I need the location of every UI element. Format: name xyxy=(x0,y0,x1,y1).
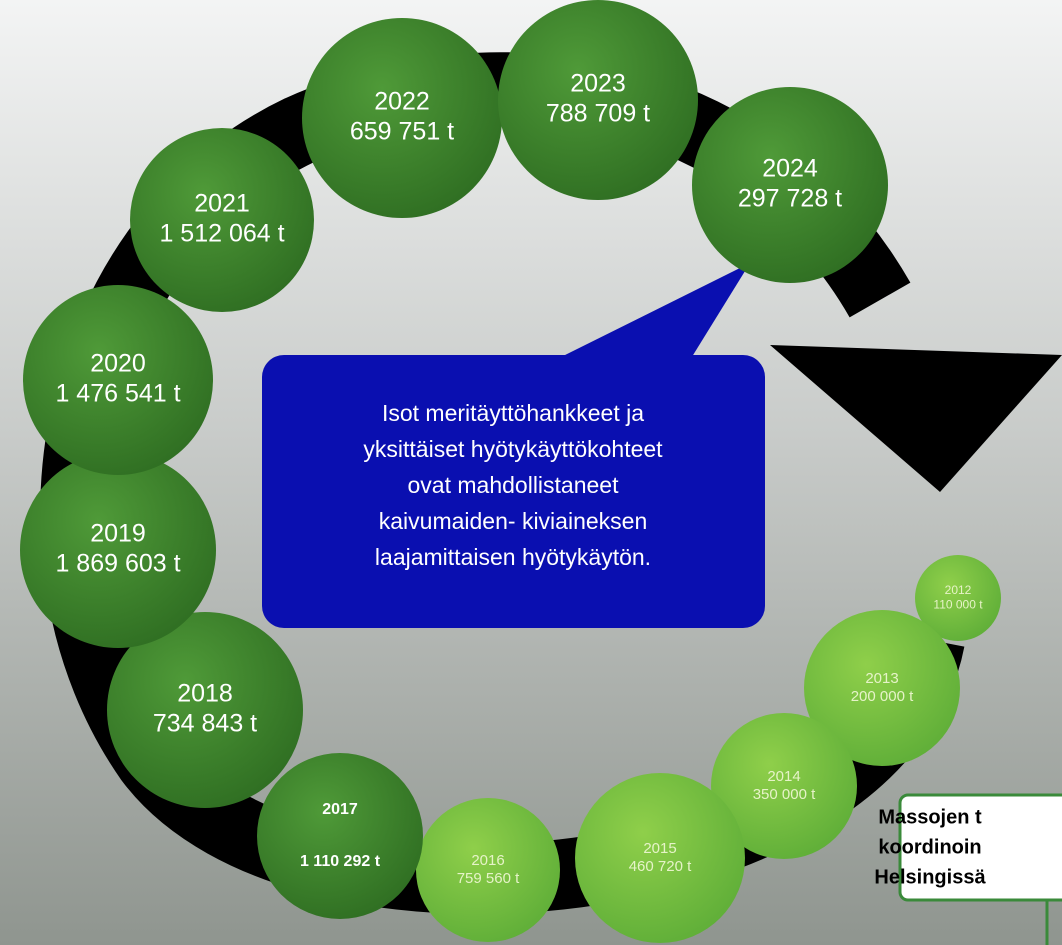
callout-text: yksittäiset hyötykäyttökohteet xyxy=(363,436,663,462)
amount-label: 350 000 t xyxy=(753,786,816,803)
amount-label: 1 110 292 t xyxy=(300,853,381,870)
amount-label: 734 843 t xyxy=(153,710,257,738)
amount-label: 110 000 t xyxy=(933,597,983,611)
amount-label: 788 709 t xyxy=(546,100,650,128)
year-label: 2017 xyxy=(322,801,358,818)
year-label: 2014 xyxy=(767,768,800,785)
amount-label: 759 560 t xyxy=(457,870,520,887)
year-label: 2023 xyxy=(570,70,626,98)
year-label: 2012 xyxy=(945,583,972,597)
year-label: 2015 xyxy=(643,840,676,857)
amount-label: 1 512 064 t xyxy=(159,220,284,248)
year-label: 2024 xyxy=(762,155,818,183)
year-label: 2022 xyxy=(374,88,430,116)
year-label: 2021 xyxy=(194,190,250,218)
callout-text: ovat mahdollistaneet xyxy=(408,472,620,498)
year-circle xyxy=(257,753,423,919)
amount-label: 1 476 541 t xyxy=(55,380,180,408)
diagram: 2012110 000 t 2013200 000 t 2014350 000 t 2… xyxy=(0,0,1062,945)
note-text: Helsingissä xyxy=(874,866,986,888)
note-text: koordinoin xyxy=(878,836,981,858)
year-label: 2013 xyxy=(865,670,898,687)
year-label: 2020 xyxy=(90,350,146,378)
year-label: 2018 xyxy=(177,680,233,708)
year-label: 2016 xyxy=(471,852,504,869)
amount-label: 1 869 603 t xyxy=(55,550,180,578)
amount-label: 659 751 t xyxy=(350,118,454,146)
amount-label: 460 720 t xyxy=(629,858,692,875)
year-label: 2019 xyxy=(90,520,146,548)
amount-label: 297 728 t xyxy=(738,185,842,213)
amount-label: 200 000 t xyxy=(851,688,914,705)
callout-text: laajamittaisen hyötykäytön. xyxy=(375,544,651,570)
note-text: Massojen t xyxy=(878,806,982,828)
page: 2012110 000 t 2013200 000 t 2014350 000 t 2… xyxy=(0,0,1062,945)
callout-text: kaivumaiden- kiviaineksen xyxy=(379,508,647,534)
callout-text: Isot meritäyttöhankkeet ja xyxy=(382,400,644,426)
